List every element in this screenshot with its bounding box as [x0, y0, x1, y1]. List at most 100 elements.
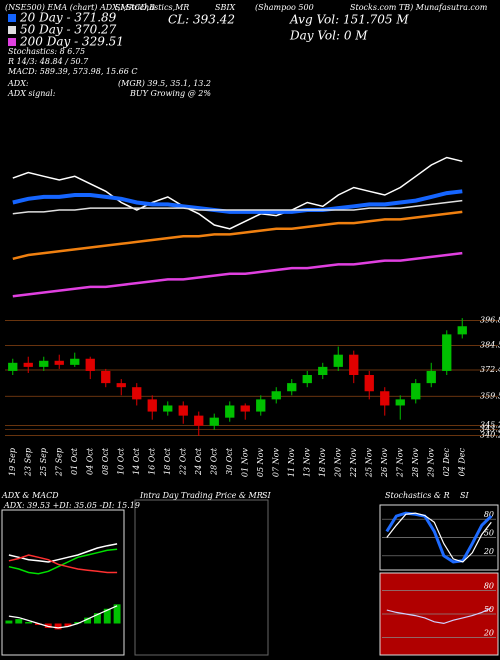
annotation: MACD: 589.39, 573.98, 15.66 C	[7, 67, 137, 76]
y-tick-label: 396.89	[480, 315, 500, 324]
x-tick-label: 16 Oct	[147, 447, 156, 475]
bar	[15, 619, 23, 624]
candle-body	[442, 334, 452, 371]
annotation: Avg Vol: 151.705 M	[289, 13, 409, 27]
legend-swatch	[8, 14, 16, 22]
annotation: Day Vol: 0 M	[289, 29, 368, 43]
panel-title: Stochastics & R	[385, 491, 450, 500]
x-tick-label: 25 Nov	[364, 448, 373, 479]
candle-body	[39, 360, 49, 367]
x-tick-label: 26 Nov	[380, 448, 389, 479]
annotation: ADX:	[7, 79, 29, 88]
bar	[25, 622, 33, 624]
series-line	[12, 210, 463, 261]
legend-swatch	[8, 26, 16, 34]
x-tick-label: 01 Nov	[240, 448, 249, 478]
candle-body	[54, 360, 64, 365]
legend-label: 20 Day - 371.89	[19, 11, 117, 25]
candle-body	[209, 417, 219, 426]
intraday-frame	[134, 499, 269, 656]
x-tick-label: 19 Sep	[8, 448, 17, 476]
candle-body	[132, 387, 142, 400]
x-tick-label: 11 Nov	[287, 448, 296, 478]
candle-body	[457, 326, 467, 335]
candle-body	[178, 405, 188, 416]
bar	[84, 617, 92, 624]
x-tick-label: 20 Nov	[333, 448, 342, 479]
y-tick-label: 340.29	[480, 430, 500, 439]
candle-body	[271, 391, 281, 400]
candle-body	[395, 399, 405, 406]
annotation: R 14/3: 48.84 / 50.7	[7, 57, 89, 66]
candle-body	[8, 362, 18, 371]
x-tick-label: 04 Dec	[457, 447, 466, 476]
y-tick-label: 80	[484, 582, 494, 591]
annotation: SBIX	[215, 3, 236, 12]
candle-body	[225, 405, 235, 418]
candle-body	[426, 370, 436, 384]
series-line	[8, 605, 118, 629]
x-tick-label: 28 Oct	[209, 447, 218, 476]
bar	[5, 620, 13, 624]
x-tick-label: 10 Oct	[116, 447, 125, 475]
candle-body	[116, 383, 126, 388]
x-tick-label: 25 Sep	[39, 448, 48, 477]
candle-body	[240, 405, 250, 412]
x-tick-label: 04 Oct	[85, 447, 94, 475]
legend-swatch	[8, 38, 16, 46]
candle-body	[333, 354, 343, 367]
candle-body	[411, 383, 421, 400]
x-tick-label: 28 Nov	[411, 448, 420, 479]
y-tick-label: 372.46	[480, 365, 500, 374]
x-tick-label: 22 Nov	[349, 448, 358, 479]
y-tick-label: 20	[483, 628, 494, 637]
series-line	[12, 189, 463, 214]
series-line	[386, 607, 492, 625]
series-line	[386, 512, 492, 563]
bar	[34, 623, 42, 625]
annotation: SI,Stochastics,MR	[115, 3, 189, 12]
bar	[74, 622, 82, 624]
x-tick-label: 27 Sep	[54, 448, 63, 477]
panel-subtitle: SI	[460, 491, 469, 500]
candle-body	[85, 358, 95, 371]
adx-frame	[1, 509, 125, 656]
x-tick-label: 18 Oct	[163, 447, 172, 475]
series-line	[8, 543, 118, 563]
annotation: BUY Growing @ 2%	[129, 89, 211, 98]
y-tick-label: 343.2	[480, 424, 500, 433]
x-tick-label: 08 Oct	[101, 447, 110, 475]
candle-body	[256, 399, 266, 412]
bar	[54, 623, 62, 630]
panel-subtitle: ADX: 39.53 +DI: 35.05 -DI: 15.19	[3, 501, 140, 510]
panel-title: ADX & MACD	[1, 491, 59, 500]
bar	[44, 623, 52, 628]
x-tick-label: 13 Nov	[302, 448, 311, 478]
y-tick-label: 20	[483, 547, 494, 556]
series-line	[12, 156, 463, 230]
series-line	[12, 199, 463, 215]
bar	[64, 623, 72, 627]
annotation: (Shampoo 500	[255, 3, 314, 12]
candle-body	[318, 366, 328, 375]
candle-body	[287, 383, 297, 392]
series-line	[385, 511, 493, 564]
candle-body	[23, 362, 33, 367]
x-tick-label: 24 Oct	[194, 447, 203, 476]
annotation: CL: 393.42	[168, 13, 235, 27]
x-tick-label: 22 Oct	[178, 447, 187, 476]
y-tick-label: 359.53	[480, 391, 500, 400]
panel-title: Intra Day Trading Price & MR	[139, 491, 263, 500]
candle-body	[163, 405, 173, 412]
bar	[103, 608, 111, 624]
y-tick-label: 80	[484, 510, 494, 519]
candle-body	[349, 354, 359, 375]
candle-body	[101, 370, 111, 384]
x-tick-label: 23 Sep	[23, 448, 32, 477]
y-tick-label: 50	[484, 529, 494, 538]
x-tick-label: 27 Nov	[395, 448, 404, 479]
x-tick-label: 18 Nov	[318, 448, 327, 478]
x-tick-label: 01 Oct	[70, 447, 79, 475]
